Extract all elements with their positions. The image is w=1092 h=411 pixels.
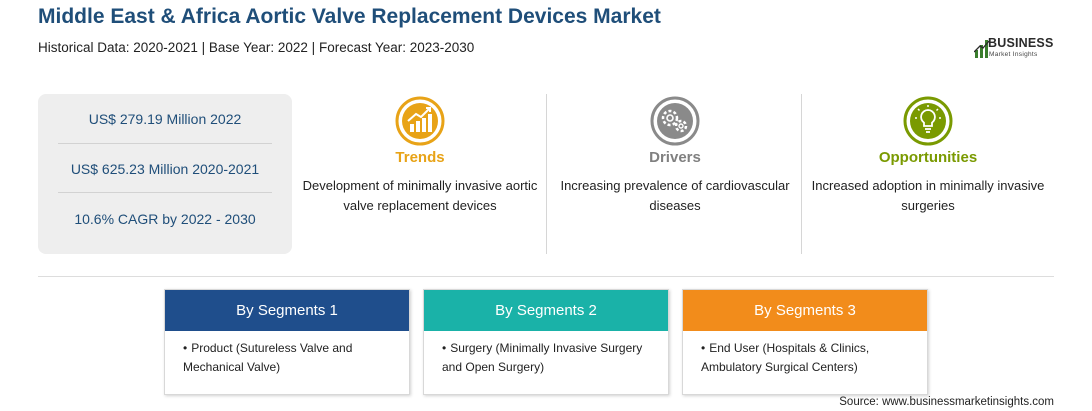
page-subtitle: Historical Data: 2020-2021 | Base Year: … [38,40,475,55]
drivers-text: Increasing prevalence of cardiovascular … [560,178,790,213]
segment-1-title: By Segments 1 [165,290,409,331]
segment-1-text: Product (Sutureless Valve and Mechanical… [183,341,353,374]
trends-title: Trends [395,149,445,166]
stat-cagr: 10.6% CAGR by 2022 - 2030 [74,211,256,227]
segment-card-2: By Segments 2 • Surgery (Minimally Invasi… [423,289,669,395]
page-title: Middle East & Africa Aortic Valve Replac… [38,5,661,28]
segment-2-title: By Segments 2 [424,290,668,331]
brand-logo: BUSINESS Market Insights [974,34,1064,68]
segment-card-1: By Segments 1 • Product (Sutureless Valve… [164,289,410,395]
segment-3-text: End User (Hospitals & Clinics, Ambulator… [701,341,870,374]
source-note: Source: www.businessmarketinsights.com [839,396,1054,408]
bullet-icon: • [183,341,188,355]
drivers-column: Drivers Increasing prevalence of cardiov… [555,94,795,216]
stat-divider [58,192,272,193]
trends-text: Development of minimally invasive aortic… [302,178,538,213]
section-divider [38,276,1054,277]
bullet-icon: • [701,341,706,355]
chart-trend-icon [395,96,445,146]
logo-tagline: Market Insights [989,51,1038,58]
opportunities-title: Opportunities [878,149,978,166]
segment-3-title: By Segments 3 [683,290,927,331]
drivers-title: Drivers [649,149,701,166]
segment-2-text: Surgery (Minimally Invasive Surgery and … [442,341,643,374]
bar-chart-logo-icon [974,40,990,58]
stat-divider [58,143,272,144]
segment-1-body: • Product (Sutureless Valve and Mechanica… [165,331,409,377]
column-divider [801,94,802,254]
stat-market-value-historical: US$ 625.23 Million 2020-2021 [70,161,260,177]
stat-market-value-2022: US$ 279.19 Million 2022 [88,111,242,127]
segment-card-3: By Segments 3 • End User (Hospitals & Cli… [682,289,928,395]
opportunities-column: Opportunities Increased adoption in mini… [808,94,1048,216]
lightbulb-icon [903,96,953,146]
gears-icon [650,96,700,146]
segment-2-body: • Surgery (Minimally Invasive Surgery and… [424,331,668,377]
trends-column: Trends Development of minimally invasive… [300,94,540,216]
column-divider [546,94,547,254]
logo-name: BUSINESS [988,36,1054,50]
opportunities-text: Increased adoption in minimally invasive… [811,178,1045,213]
segment-3-body: • End User (Hospitals & Clinics, Ambulato… [683,331,927,377]
bullet-icon: • [442,341,447,355]
market-stats-panel: US$ 279.19 Million 2022 US$ 625.23 Milli… [38,94,292,254]
